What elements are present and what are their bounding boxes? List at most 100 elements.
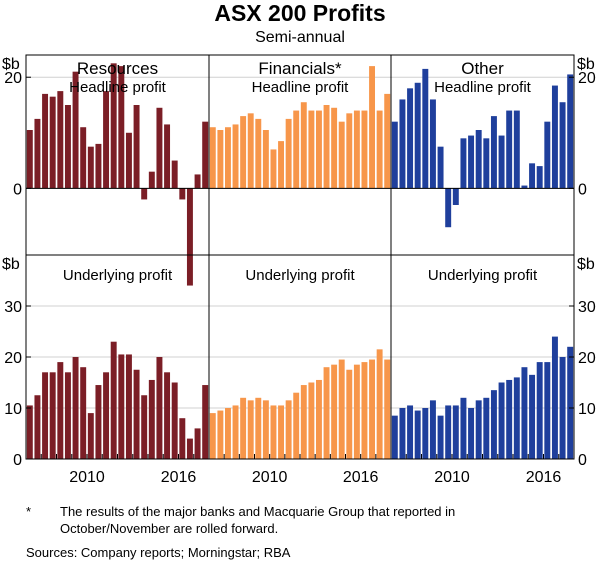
bar xyxy=(49,96,56,189)
y-tick-label-left: 0 xyxy=(13,452,22,469)
bar xyxy=(429,99,436,189)
bar xyxy=(278,405,284,459)
bar xyxy=(80,127,87,189)
bar xyxy=(270,149,277,189)
bar xyxy=(42,93,49,189)
bar xyxy=(262,130,269,189)
bar xyxy=(323,105,330,189)
bar xyxy=(262,400,269,459)
bar xyxy=(171,160,178,189)
bar xyxy=(361,110,368,189)
bar xyxy=(194,428,201,459)
bar xyxy=(34,118,41,189)
bar xyxy=(521,185,528,189)
x-tick-label: 2016 xyxy=(161,469,197,486)
bar xyxy=(64,372,71,459)
bar xyxy=(513,110,520,189)
footnote-text: The results of the major banks and Macqu… xyxy=(60,504,456,536)
bar xyxy=(186,438,193,459)
bar xyxy=(521,367,528,459)
bar xyxy=(103,91,110,189)
bar xyxy=(407,405,414,459)
bar xyxy=(376,349,383,459)
bar xyxy=(293,110,300,189)
unit-label-left: $b xyxy=(2,256,20,273)
bar xyxy=(141,395,148,459)
bar xyxy=(460,397,467,459)
bar xyxy=(551,336,558,459)
x-tick-label: 2010 xyxy=(434,469,470,486)
bar xyxy=(118,66,125,189)
bar xyxy=(536,166,543,189)
bar xyxy=(87,146,94,189)
bar xyxy=(308,382,315,459)
x-tick-label: 2016 xyxy=(343,469,379,486)
bar xyxy=(346,113,353,189)
bar xyxy=(118,354,125,459)
bar xyxy=(202,385,209,459)
bar xyxy=(316,379,322,459)
bar xyxy=(544,362,551,459)
panel-sector-title: Other xyxy=(461,59,504,78)
bar xyxy=(338,121,345,189)
bar xyxy=(475,400,482,459)
bar xyxy=(103,372,110,459)
y-tick-label-left: 0 xyxy=(13,181,22,198)
bar xyxy=(285,400,292,459)
bar xyxy=(164,372,171,459)
bar xyxy=(323,367,330,459)
bar xyxy=(293,392,300,459)
bar xyxy=(331,107,338,189)
bar xyxy=(529,374,536,459)
bar xyxy=(376,110,383,189)
bar xyxy=(460,138,467,189)
y-tick-label-left: 20 xyxy=(4,70,22,87)
bar xyxy=(156,107,163,189)
bar xyxy=(391,415,398,459)
bar xyxy=(240,397,247,459)
bar xyxy=(110,341,117,459)
y-tick-label-left: 20 xyxy=(4,350,22,367)
bar xyxy=(567,346,574,459)
bar xyxy=(87,413,94,459)
unit-label-right: $b xyxy=(577,256,595,273)
bar xyxy=(270,405,277,459)
bar xyxy=(148,379,155,459)
bar xyxy=(217,410,224,459)
bar xyxy=(483,138,490,189)
bar xyxy=(26,405,33,459)
footnote-marker: * xyxy=(26,504,32,519)
bar xyxy=(202,121,209,189)
bar xyxy=(72,357,79,459)
bar xyxy=(369,359,375,459)
bar xyxy=(232,124,239,189)
bar xyxy=(95,385,102,459)
bar xyxy=(133,105,140,189)
x-tick-label: 2016 xyxy=(526,469,562,486)
bar xyxy=(331,364,338,459)
bar xyxy=(49,372,56,459)
bar xyxy=(300,102,307,189)
bar xyxy=(353,110,360,189)
bar xyxy=(422,408,429,459)
sources-note: Sources: Company reports; Morningstar; R… xyxy=(26,545,291,560)
bar xyxy=(445,405,452,459)
bar xyxy=(316,110,322,189)
bar xyxy=(164,124,171,189)
panel-sector-title: Financials* xyxy=(258,59,342,78)
bar xyxy=(414,82,421,189)
bar xyxy=(445,188,452,228)
bar xyxy=(567,74,574,189)
bar xyxy=(506,379,513,459)
bar xyxy=(452,405,459,459)
bar xyxy=(483,397,490,459)
unit-label-right: $b xyxy=(577,56,595,73)
bar xyxy=(125,132,132,189)
bar xyxy=(171,382,178,459)
bar xyxy=(42,372,49,459)
bar xyxy=(498,135,505,189)
bar xyxy=(346,369,353,459)
y-tick-label-left: 30 xyxy=(4,299,22,316)
bar xyxy=(110,63,117,189)
bar xyxy=(498,382,505,459)
